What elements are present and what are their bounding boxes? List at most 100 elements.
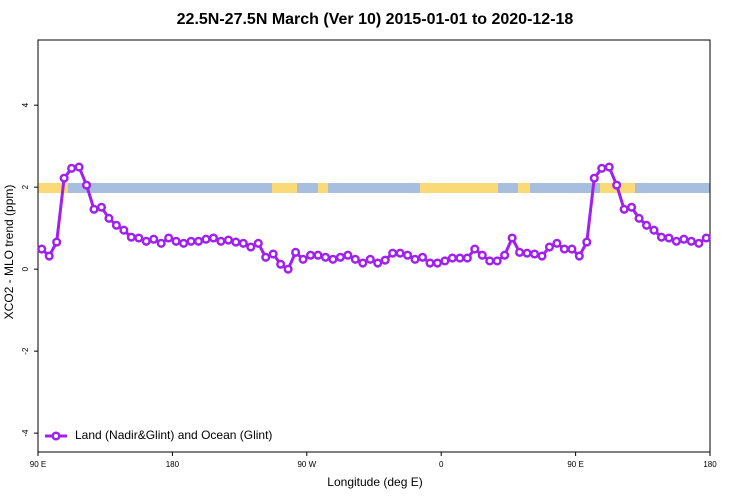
point	[403, 250, 413, 260]
point	[589, 173, 599, 183]
point	[477, 250, 487, 260]
chart-title: 22.5N-27.5N March (Ver 10) 2015-01-01 to…	[177, 11, 574, 28]
y-tick-label: 0	[21, 266, 30, 271]
point	[186, 236, 196, 246]
point	[246, 242, 256, 252]
point	[537, 251, 547, 261]
point	[634, 213, 644, 223]
point	[268, 249, 278, 259]
point	[358, 258, 368, 268]
plot-frame	[37, 39, 711, 453]
point	[216, 236, 226, 246]
point	[179, 238, 189, 248]
point	[552, 238, 562, 248]
series-line	[40, 165, 708, 272]
point	[111, 220, 121, 230]
point	[671, 236, 681, 246]
point	[529, 249, 540, 259]
point	[67, 163, 77, 173]
y-axis-label: XCO2 - MLO trend (ppm)	[2, 185, 16, 320]
point	[298, 254, 308, 264]
point	[694, 238, 704, 248]
point	[649, 225, 659, 235]
point	[89, 204, 99, 214]
point	[81, 180, 92, 190]
point	[470, 244, 480, 254]
point	[171, 236, 181, 246]
x-tick-label: 180	[703, 460, 717, 469]
point	[440, 256, 450, 266]
point	[223, 235, 233, 245]
y-tick-label: 2	[21, 184, 30, 189]
land-ocean-strip	[38, 183, 710, 193]
point	[119, 225, 129, 235]
point	[59, 173, 69, 183]
point	[455, 253, 465, 263]
point	[701, 233, 711, 243]
point	[627, 202, 637, 212]
point	[604, 162, 614, 172]
x-axis-label: Longitude (deg E)	[327, 475, 422, 489]
point	[559, 244, 569, 254]
point	[425, 258, 435, 268]
point	[96, 202, 107, 212]
point	[507, 233, 517, 243]
x-tick-label: 0	[439, 460, 444, 469]
point	[597, 163, 607, 173]
point	[365, 254, 375, 264]
point	[350, 254, 360, 264]
point	[395, 248, 405, 258]
point	[567, 244, 577, 254]
point	[582, 237, 592, 247]
point	[492, 256, 502, 266]
point	[641, 220, 652, 230]
legend-marker	[51, 431, 61, 441]
point	[373, 258, 383, 268]
point	[656, 232, 667, 242]
point	[134, 233, 144, 243]
point	[305, 250, 316, 260]
point	[291, 247, 301, 257]
point	[208, 233, 219, 243]
point	[44, 251, 54, 261]
point	[104, 213, 114, 223]
x-tick-label: 90 W	[297, 460, 316, 469]
y-tick-label: 4	[21, 102, 30, 107]
point	[276, 259, 286, 269]
point	[313, 250, 323, 260]
point	[149, 234, 159, 244]
point	[335, 252, 345, 262]
point	[164, 233, 174, 243]
point	[231, 237, 241, 247]
point	[283, 264, 293, 274]
y-tick-label: -2	[21, 347, 30, 355]
point	[574, 251, 584, 261]
point	[417, 252, 428, 262]
point	[201, 234, 211, 244]
point	[141, 236, 151, 246]
point	[432, 258, 443, 268]
point	[544, 242, 555, 252]
point	[485, 256, 495, 266]
point	[320, 252, 331, 262]
legend-label: Land (Nadir&Glint) and Ocean (Glint)	[75, 428, 272, 442]
point	[193, 236, 204, 246]
point	[156, 238, 166, 248]
x-tick-label: 180	[166, 460, 180, 469]
point	[261, 252, 271, 262]
point	[686, 236, 696, 246]
point	[343, 250, 353, 260]
point	[619, 204, 629, 214]
point	[238, 238, 248, 248]
point	[664, 233, 674, 243]
point	[447, 253, 457, 263]
point	[52, 237, 62, 247]
point	[380, 255, 390, 265]
x-tick-label: 90 E	[567, 460, 583, 469]
point	[126, 232, 136, 242]
point	[500, 250, 510, 260]
point	[388, 248, 398, 258]
point	[522, 248, 532, 258]
x-tick-label: 90 E	[30, 460, 46, 469]
